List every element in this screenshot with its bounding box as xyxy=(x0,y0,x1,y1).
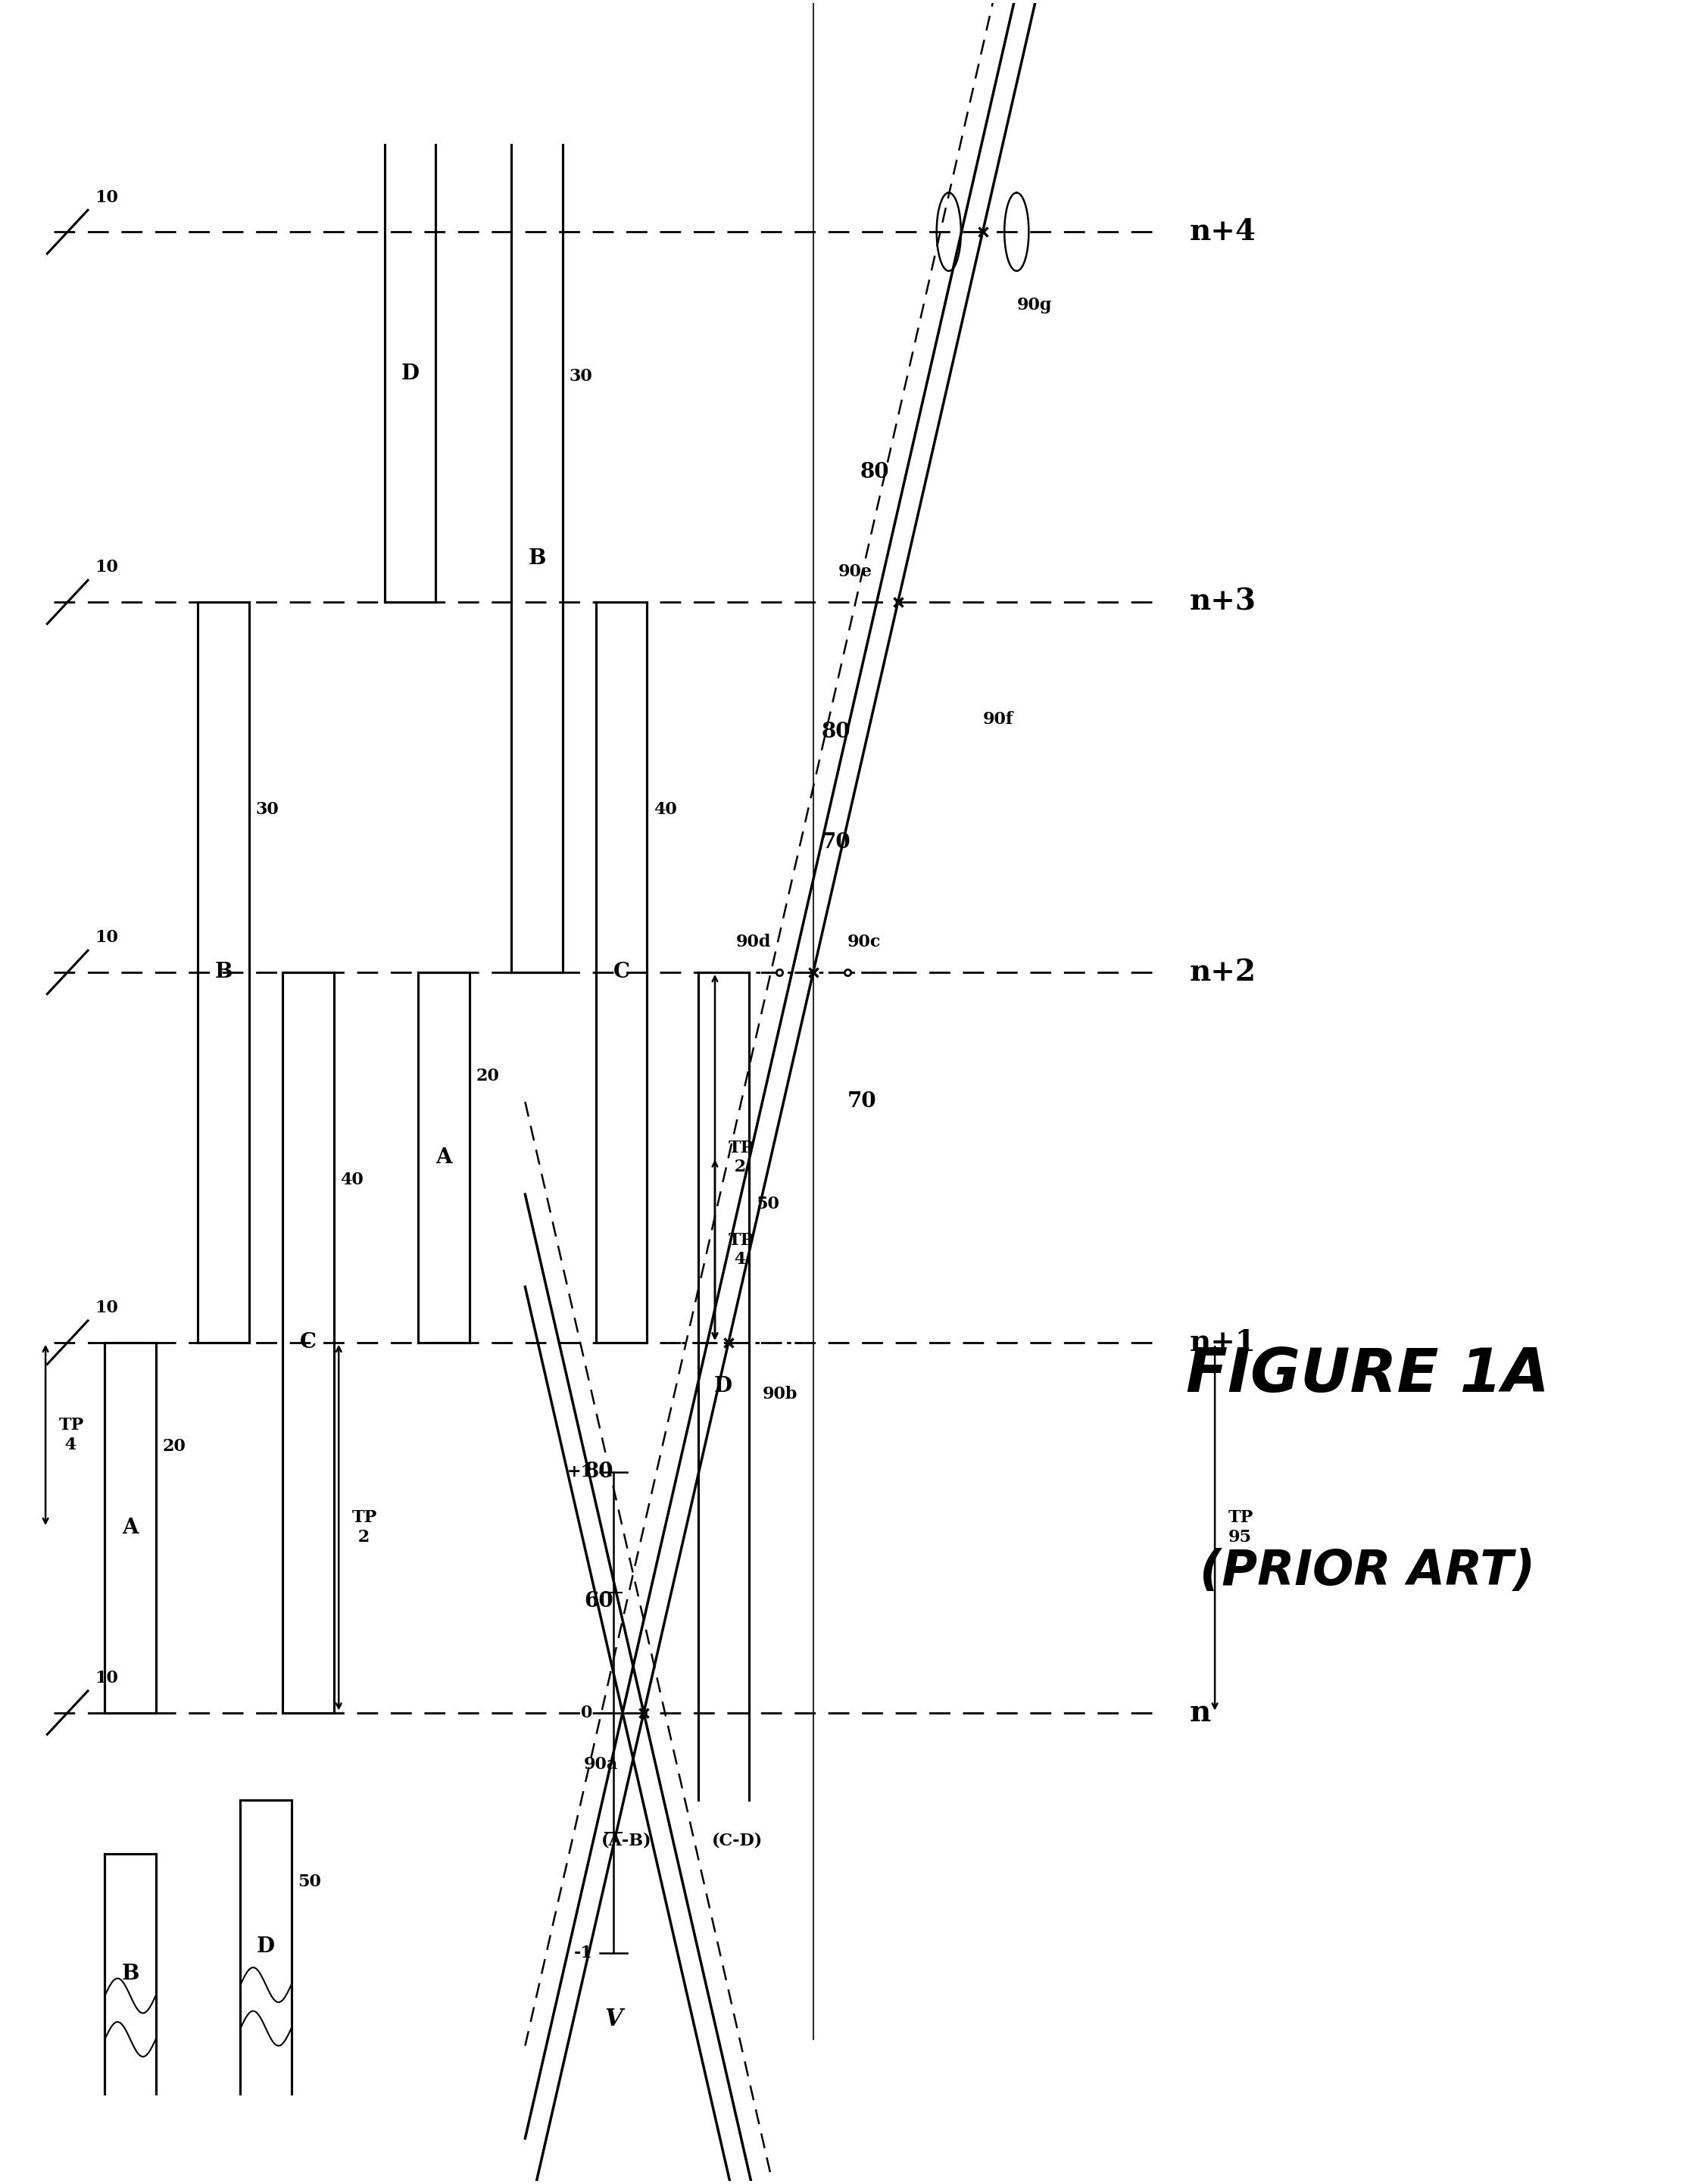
Text: B: B xyxy=(121,1963,139,1985)
Text: TP
95: TP 95 xyxy=(1228,1509,1254,1546)
Bar xyxy=(697,972,748,1800)
Bar xyxy=(384,144,435,603)
Text: 0: 0 xyxy=(582,1704,594,1721)
Bar xyxy=(105,1854,156,2094)
Text: 10: 10 xyxy=(95,559,117,577)
Text: D: D xyxy=(714,1376,733,1396)
Text: 90e: 90e xyxy=(839,563,873,581)
Bar xyxy=(512,144,563,972)
Text: (PRIOR ART): (PRIOR ART) xyxy=(1199,1548,1536,1594)
Text: 80: 80 xyxy=(822,721,850,743)
Text: 10: 10 xyxy=(95,190,117,205)
Text: n+1: n+1 xyxy=(1189,1328,1255,1356)
Text: 10: 10 xyxy=(95,930,117,946)
Text: TP
 4: TP 4 xyxy=(60,1417,85,1452)
Bar xyxy=(105,1343,156,1712)
Text: +1: +1 xyxy=(566,1463,594,1481)
Text: 70: 70 xyxy=(847,1092,876,1112)
Text: 10: 10 xyxy=(95,1299,117,1317)
Text: n+2: n+2 xyxy=(1189,959,1255,987)
Text: 90c: 90c xyxy=(847,935,881,950)
Text: n+3: n+3 xyxy=(1189,587,1255,616)
Text: 90b: 90b xyxy=(762,1387,798,1402)
Text: n: n xyxy=(1189,1699,1211,1728)
Text: 50: 50 xyxy=(755,1195,779,1212)
Bar xyxy=(597,603,646,1343)
Bar xyxy=(282,972,333,1712)
Text: n+4: n+4 xyxy=(1189,218,1255,247)
Text: 20: 20 xyxy=(476,1068,500,1083)
Text: 40: 40 xyxy=(340,1171,364,1188)
Text: 30: 30 xyxy=(570,369,592,384)
Text: 50: 50 xyxy=(298,1874,321,1891)
Text: 90a: 90a xyxy=(583,1756,619,1773)
Text: 40: 40 xyxy=(653,802,677,817)
Text: C: C xyxy=(299,1332,316,1352)
Text: FIGURE 1A: FIGURE 1A xyxy=(1186,1345,1550,1404)
Text: 70: 70 xyxy=(822,832,850,854)
Text: D: D xyxy=(257,1937,276,1957)
Bar xyxy=(197,603,248,1343)
Text: 80: 80 xyxy=(861,463,890,483)
Text: -1: -1 xyxy=(573,1946,594,1961)
Text: 10: 10 xyxy=(95,1671,117,1686)
Text: A: A xyxy=(435,1147,452,1168)
Bar xyxy=(418,972,469,1343)
Text: 60: 60 xyxy=(583,1592,614,1612)
Text: B: B xyxy=(214,961,233,983)
Text: A: A xyxy=(122,1518,138,1538)
Text: (C-D): (C-D) xyxy=(711,1832,762,1850)
Text: 90g: 90g xyxy=(1017,297,1051,314)
Text: C: C xyxy=(614,961,629,983)
Text: B: B xyxy=(527,548,546,568)
Text: 30: 30 xyxy=(255,802,279,817)
Text: 90d: 90d xyxy=(737,935,771,950)
Text: 90f: 90f xyxy=(983,712,1014,727)
Text: V: V xyxy=(604,2007,623,2031)
Text: TP
 2: TP 2 xyxy=(728,1140,754,1175)
Text: TP
 2: TP 2 xyxy=(352,1509,378,1546)
Text: 80: 80 xyxy=(583,1461,614,1483)
Text: TP
 4: TP 4 xyxy=(728,1232,754,1269)
Text: (A-B): (A-B) xyxy=(602,1832,651,1850)
Bar xyxy=(240,1800,291,2094)
Text: D: D xyxy=(401,363,418,384)
Text: 20: 20 xyxy=(163,1437,185,1455)
